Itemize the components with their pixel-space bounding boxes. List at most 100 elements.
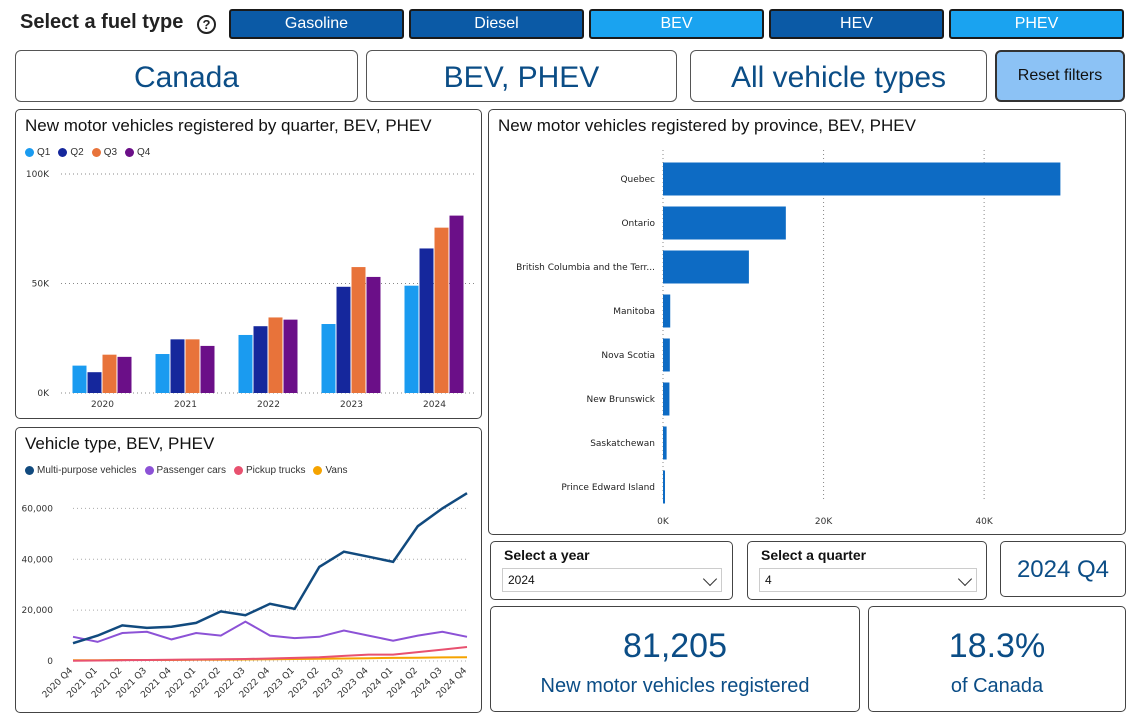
fuel-button-diesel[interactable]: Diesel: [409, 9, 584, 39]
bar-q1-2024: [404, 285, 419, 393]
legend-item-q4[interactable]: Q4: [125, 147, 150, 158]
quarter-chart-legend: Q1 Q2 Q3 Q4: [25, 147, 150, 158]
quarter-chart-title: New motor vehicles registered by quarter…: [25, 116, 432, 135]
series-line-multi-purpose-vehicles: [72, 492, 468, 645]
fuel-button-bev[interactable]: BEV: [589, 9, 764, 39]
region-filter[interactable]: Canada: [15, 50, 358, 102]
year-slicer: Select a year 2024: [490, 541, 733, 600]
y-tick-label: 100K: [26, 170, 50, 180]
fuel-type-label: Select a fuel type: [20, 11, 184, 33]
province-label: Manitoba: [613, 307, 655, 317]
province-label: Ontario: [621, 219, 655, 229]
legend-dot-icon: [144, 466, 154, 475]
x-tick-label: 2022: [257, 400, 280, 410]
legend-item-pickup-trucks[interactable]: Pickup trucks: [233, 465, 306, 476]
legend-label: Q4: [137, 147, 151, 158]
legend-label: Vans: [325, 465, 348, 476]
bar-q4-2020: [117, 356, 132, 393]
bar-province: [663, 382, 670, 416]
province-label: Quebec: [620, 175, 655, 185]
legend-item-multi-purpose[interactable]: Multi-purpose vehicles: [25, 465, 137, 476]
bar-q2-2022: [253, 326, 268, 393]
province-chart-title: New motor vehicles registered by provinc…: [498, 116, 916, 135]
province-label: Nova Scotia: [601, 351, 655, 361]
legend-dot-icon: [313, 466, 323, 475]
series-line-passenger-cars: [72, 620, 468, 643]
bar-q2-2024: [419, 248, 434, 393]
bar-q3-2024: [434, 227, 449, 393]
legend-item-vans[interactable]: Vans: [313, 465, 348, 476]
bar-q3-2023: [351, 267, 366, 393]
legend-dot-icon: [25, 466, 34, 475]
bar-q4-2021: [200, 345, 215, 393]
legend-dot-icon: [233, 466, 243, 475]
x-tick-label: 40K: [975, 517, 993, 527]
y-tick-label: 0: [47, 657, 53, 667]
legend-dot-icon: [58, 148, 68, 157]
vehicle-type-chart-panel: Vehicle type, BEV, PHEV Multi-purpose ve…: [15, 427, 482, 713]
reset-filters-button[interactable]: Reset filters: [995, 50, 1125, 102]
quarter-select[interactable]: 4: [759, 568, 977, 592]
fuel-button-phev[interactable]: PHEV: [949, 9, 1124, 39]
bar-province: [663, 470, 666, 504]
x-tick-label: 2023: [340, 400, 363, 410]
selected-period: 2024 Q4: [1000, 541, 1126, 597]
province-label: Prince Edward Island: [561, 483, 655, 493]
x-tick-label: 2024: [423, 400, 446, 410]
province-chart-panel: New motor vehicles registered by provinc…: [488, 109, 1126, 535]
series-line-pickup-trucks: [72, 646, 468, 662]
bar-province: [663, 250, 749, 284]
legend-label: Passenger cars: [156, 465, 226, 476]
bar-q1-2022: [238, 334, 253, 393]
fuel-button-gasoline[interactable]: Gasoline: [229, 9, 404, 39]
legend-item-q3[interactable]: Q3: [91, 147, 117, 158]
y-tick-label: 50K: [32, 280, 50, 290]
y-tick-label: 40,000: [22, 555, 54, 565]
bar-q4-2022: [283, 319, 298, 393]
year-select[interactable]: 2024: [502, 568, 722, 592]
quarter-slicer: Select a quarter 4: [747, 541, 987, 600]
kpi-registered-value: 81,205: [623, 627, 727, 665]
bar-q4-2023: [366, 276, 381, 393]
bar-q1-2020: [72, 365, 87, 393]
legend-item-q2[interactable]: Q2: [58, 147, 84, 158]
kpi-share-value: 18.3%: [948, 627, 1046, 665]
bar-q1-2021: [155, 354, 170, 393]
quarter-bar-chart: 0K 50K 100K 2020 2021 2022 2023 2024: [26, 170, 476, 410]
legend-label: Pickup trucks: [245, 465, 306, 476]
legend-item-q1[interactable]: Q1: [25, 147, 50, 158]
legend-label: Q2: [70, 147, 84, 158]
chevron-down-icon: [957, 571, 973, 587]
fuel-filter[interactable]: BEV, PHEV: [366, 50, 677, 102]
legend-dot-icon: [25, 148, 34, 157]
y-tick-label: 60,000: [22, 504, 54, 514]
vehicle-type-legend: Multi-purpose vehicles Passenger cars Pi…: [25, 465, 348, 476]
x-tick-label: 0K: [657, 517, 670, 527]
kpi-registered-card: 81,205 New motor vehicles registered: [490, 606, 860, 712]
bar-q2-2023: [336, 286, 351, 393]
kpi-registered-label: New motor vehicles registered: [540, 675, 810, 697]
x-tick-label: 20K: [815, 517, 833, 527]
bar-q2-2020: [87, 372, 102, 393]
legend-label: Q1: [37, 147, 51, 158]
kpi-share-card: 18.3% of Canada: [868, 606, 1126, 712]
vehicle-type-chart-title: Vehicle type, BEV, PHEV: [25, 434, 215, 453]
kpi-share-label: of Canada: [950, 675, 1044, 697]
bar-q4-2024: [449, 215, 464, 393]
legend-dot-icon: [91, 148, 101, 157]
bar-q1-2023: [321, 324, 336, 393]
quarter-select-value: 4: [765, 573, 772, 587]
quarter-chart-panel: New motor vehicles registered by quarter…: [15, 109, 482, 419]
quarter-slicer-title: Select a quarter: [761, 547, 867, 563]
bar-province: [663, 426, 667, 460]
help-icon[interactable]: ?: [197, 15, 216, 34]
year-select-value: 2024: [508, 573, 535, 587]
bar-q3-2022: [268, 317, 283, 393]
province-label: British Columbia and the Terr...: [516, 263, 655, 273]
province-label: Saskatchewan: [590, 439, 655, 449]
province-bar-chart: 0K 20K 40K Quebec Ontario British Columbia an…: [516, 150, 1061, 527]
fuel-button-hev[interactable]: HEV: [769, 9, 944, 39]
legend-item-passenger-cars[interactable]: Passenger cars: [144, 465, 226, 476]
vehicle-type-filter[interactable]: All vehicle types: [690, 50, 987, 102]
